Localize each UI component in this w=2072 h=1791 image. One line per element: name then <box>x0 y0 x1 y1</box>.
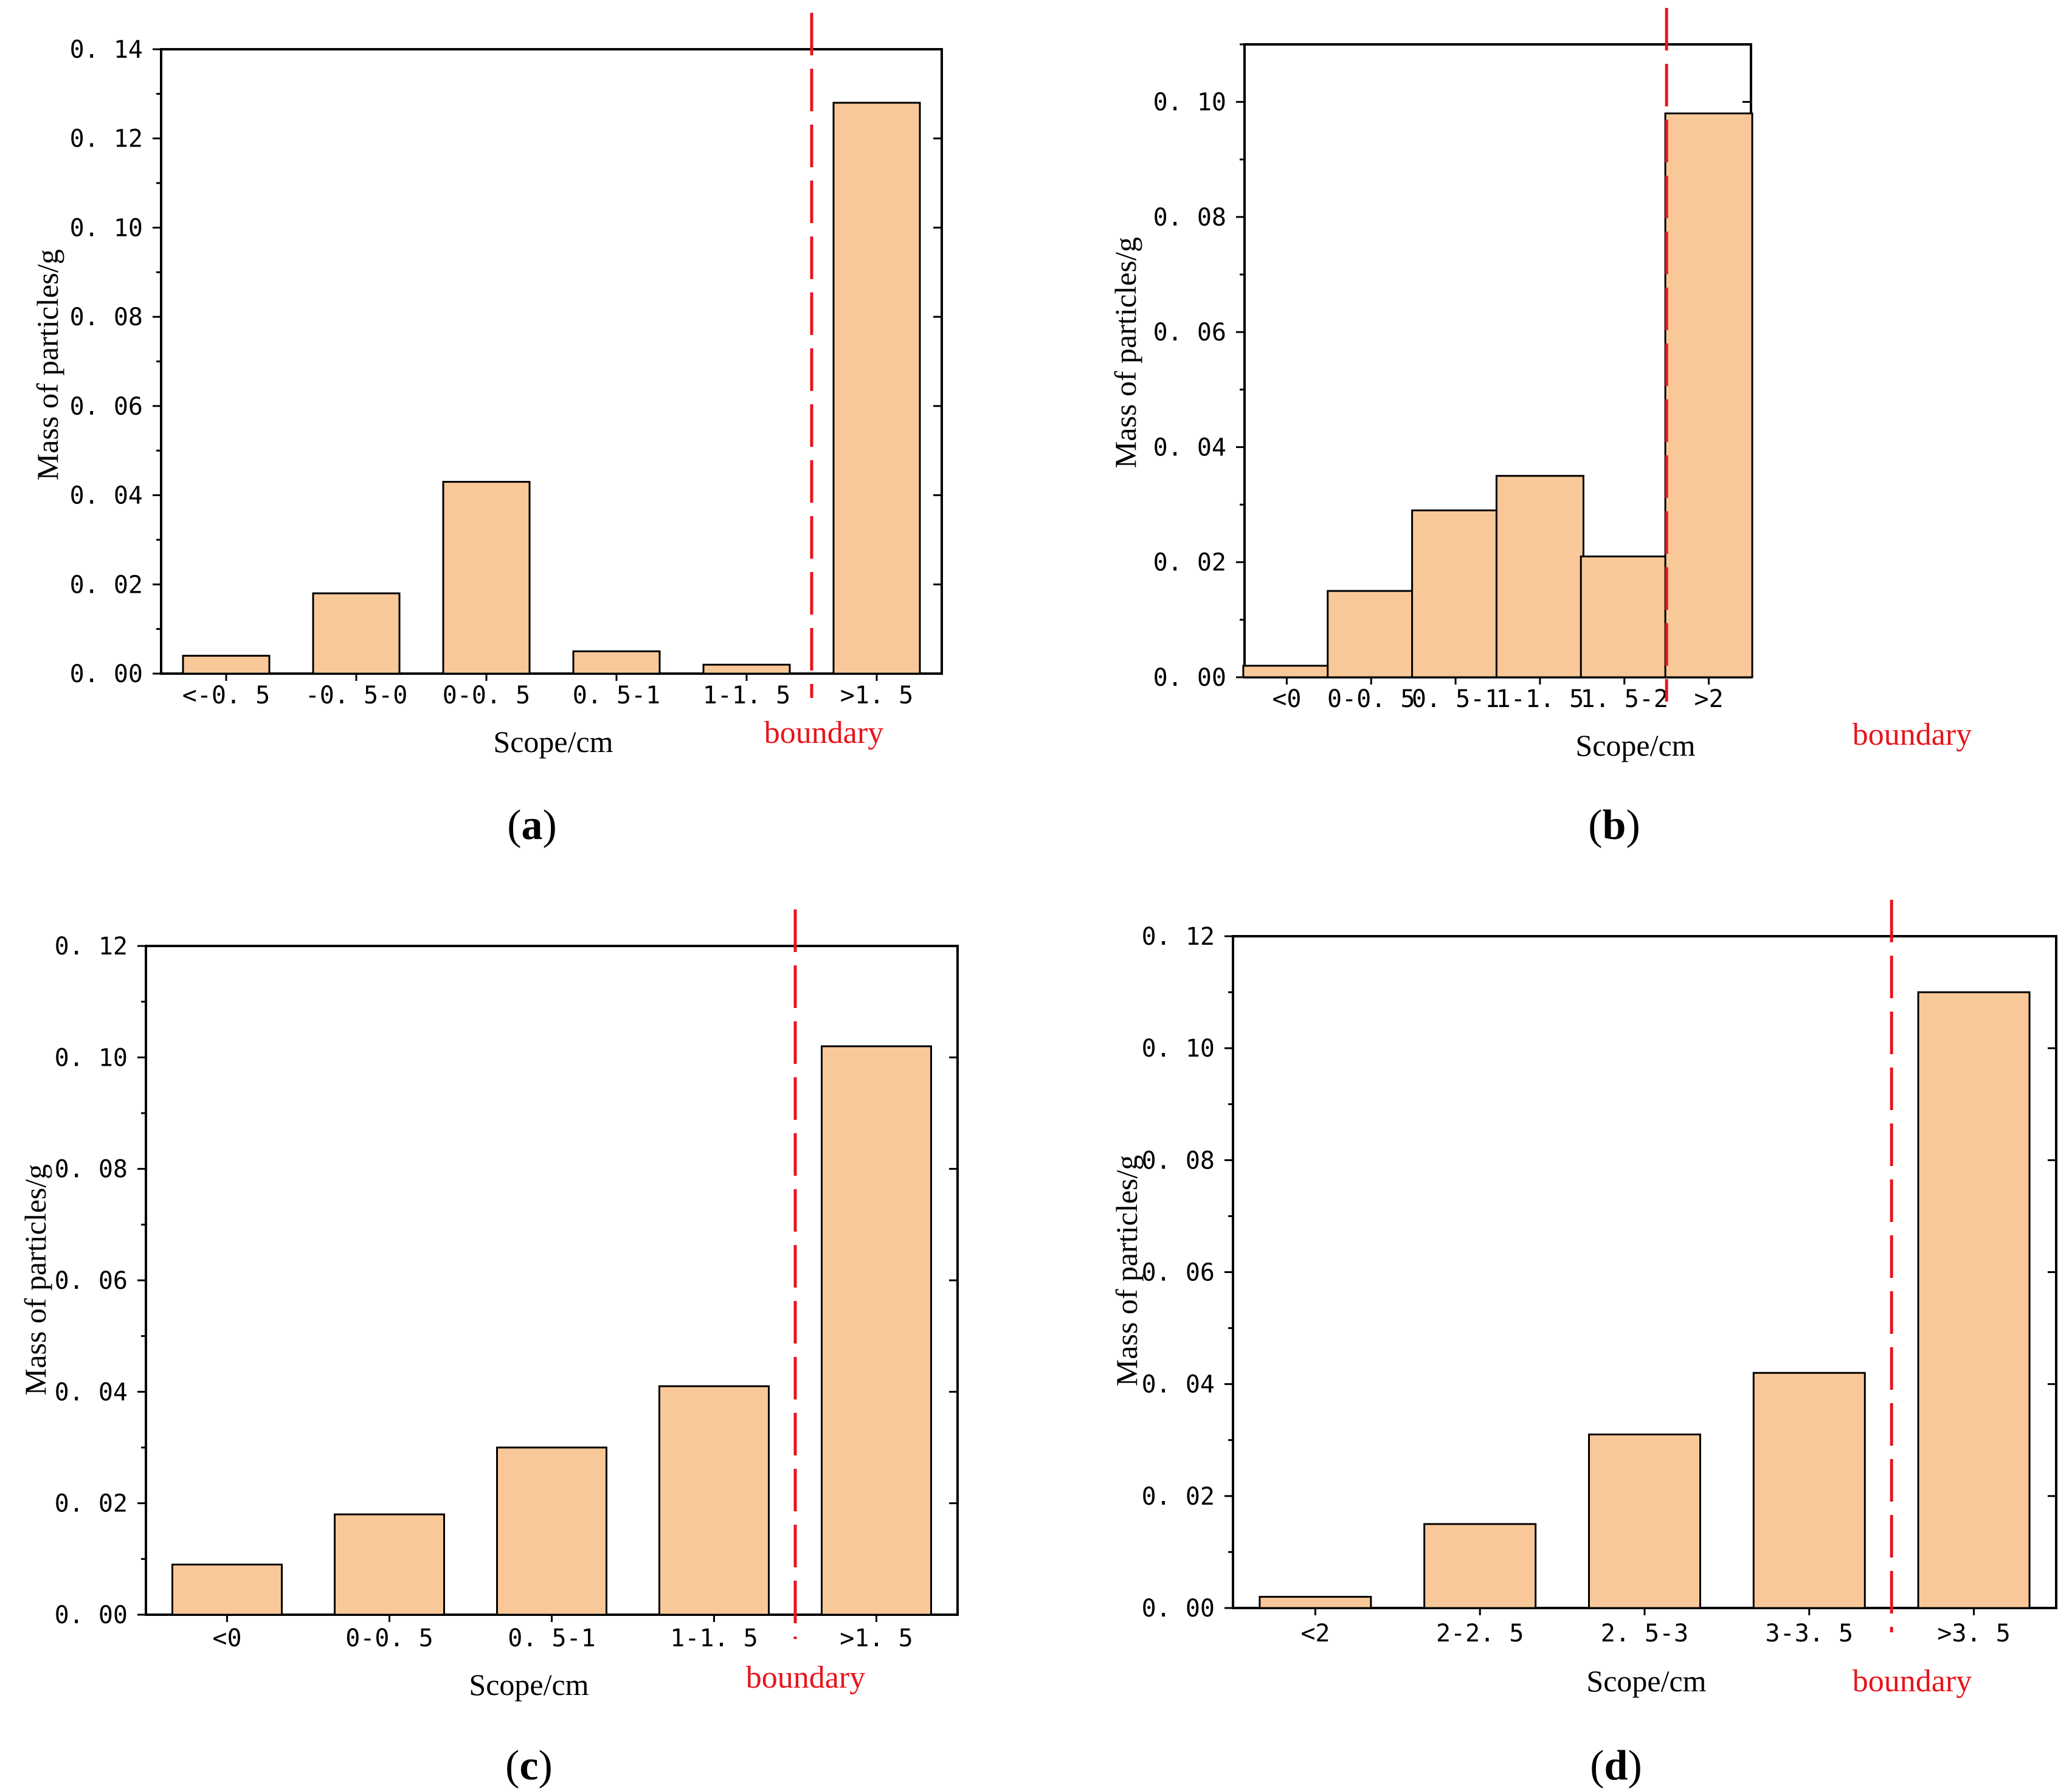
x-tick-label: >3. 5 <box>1937 1620 2010 1648</box>
bar <box>312 592 401 675</box>
panel-d: 0. 00 0. 02 0. 04 0. 06 0. 08 0. 10 0. 12 <2 2-2… <box>1110 900 2057 1789</box>
x-tick-label: 1-1. 5 <box>1496 685 1584 713</box>
y-tick-label: 0. 00 <box>70 660 143 688</box>
plot-frame <box>160 48 943 675</box>
bar <box>572 650 661 675</box>
bar <box>832 102 921 675</box>
y-tick-label: 0. 06 <box>70 393 143 421</box>
y-tick-label: 0. 12 <box>70 125 143 153</box>
y-tick-label: 0. 06 <box>55 1267 128 1295</box>
y-tick-label: 0. 00 <box>1153 664 1226 692</box>
y-tick-label: 0. 06 <box>1142 1259 1215 1287</box>
x-tick-label: 1-1. 5 <box>670 1624 758 1652</box>
x-tick-label: 2. 5-3 <box>1601 1620 1689 1648</box>
bar <box>702 663 791 675</box>
x-tick-label: 0-0. 5 <box>443 682 531 709</box>
x-tick-label: 2-2. 5 <box>1436 1620 1524 1648</box>
y-tick-label: 0. 10 <box>70 214 143 242</box>
boundary-label: boundary <box>764 716 883 750</box>
x-tick-label: 0-0. 5 <box>345 1624 433 1652</box>
y-tick-label: 0. 02 <box>1142 1483 1215 1511</box>
y-tick-label: 0. 00 <box>1142 1595 1215 1623</box>
x-axis-title: Scope/cm <box>1575 728 1695 762</box>
y-tick-label: 0. 02 <box>1153 549 1226 577</box>
x-tick-label: >1. 5 <box>840 1624 913 1652</box>
y-tick-label: 0. 08 <box>1142 1147 1215 1175</box>
panel-caption: (d) <box>1590 1742 1642 1789</box>
bar <box>182 655 271 675</box>
y-axis-title: Mass of particles/g <box>1108 237 1142 468</box>
y-tick-label: 0. 04 <box>70 482 143 510</box>
y-tick-label: 0. 08 <box>70 303 143 331</box>
x-tick-label: 0-0. 5 <box>1327 685 1415 713</box>
x-tick-label: 1. 5-2 <box>1581 685 1669 713</box>
x-axis-title: Scope/cm <box>469 1668 589 1702</box>
boundary-label: boundary <box>1853 1664 1972 1699</box>
panel-caption: (a) <box>507 802 557 849</box>
y-tick-label: 0. 10 <box>1153 89 1226 117</box>
x-axis-title: Scope/cm <box>493 725 613 759</box>
x-tick-label: 1-1. 5 <box>703 682 791 709</box>
x-tick-label: >1. 5 <box>840 682 913 709</box>
x-tick-label: >2 <box>1694 685 1723 713</box>
bar <box>1664 112 1753 678</box>
panel-b: 0. 00 0. 02 0. 04 0. 06 0. 08 0. 10 <0 0-0. 50.… <box>1108 8 1972 849</box>
y-axis-title: Mass of particles/g <box>30 249 64 480</box>
x-tick-label: 0. 5-1 <box>508 1624 596 1652</box>
y-tick-label: 0. 12 <box>1142 923 1215 951</box>
y-tick-label: 0. 04 <box>1142 1371 1215 1399</box>
boundary-label: boundary <box>1853 717 1972 752</box>
y-axis-title: Mass of particles/g <box>1110 1155 1144 1386</box>
y-tick-label: 0. 08 <box>55 1156 128 1184</box>
panel-a: 0. 00 0. 02 0. 04 0. 06 0. 08 0. 10 0. 12 0. 14… <box>30 13 943 849</box>
bar <box>1411 509 1500 678</box>
y-tick-label: 0. 04 <box>55 1378 128 1406</box>
x-tick-label: <2 <box>1300 1620 1330 1648</box>
y-tick-label: 0. 10 <box>55 1044 128 1072</box>
bar <box>442 481 531 675</box>
panel-caption-letter: d <box>1604 1742 1628 1789</box>
bar <box>496 1446 607 1616</box>
y-tick-label: 0. 06 <box>1153 319 1226 347</box>
y-tick-label: 0. 02 <box>55 1490 128 1518</box>
x-axis-title: Scope/cm <box>1586 1664 1706 1698</box>
bar <box>1917 991 2031 1609</box>
y-axis-title: Mass of particles/g <box>18 1164 52 1395</box>
bar <box>1588 1434 1701 1609</box>
bar <box>1242 664 1331 678</box>
y-tick-label: 0. 14 <box>70 36 143 64</box>
y-tick-label: 0. 04 <box>1153 433 1226 461</box>
panel-c: 0. 00 0. 02 0. 04 0. 06 0. 08 0. 10 0. 12 <0 0-0… <box>18 909 959 1789</box>
x-tick-label: 0. 5-1 <box>573 682 661 709</box>
bar <box>1259 1596 1372 1609</box>
panel-caption-letter: c <box>519 1742 538 1789</box>
panel-caption-letter: a <box>522 802 543 849</box>
x-tick-label: -0. 5-0 <box>305 682 408 709</box>
bar <box>821 1045 932 1616</box>
boundary-label: boundary <box>746 1660 865 1695</box>
x-tick-label: 0. 5-1 <box>1412 685 1500 713</box>
bar <box>658 1385 770 1616</box>
bar <box>334 1513 445 1616</box>
panel-caption-letter: b <box>1603 802 1626 849</box>
y-tick-label: 0. 00 <box>55 1601 128 1629</box>
x-tick-label: <-0. 5 <box>182 682 271 709</box>
y-tick-label: 0. 10 <box>1142 1035 1215 1063</box>
bar <box>1752 1372 1866 1609</box>
panel-caption: (c) <box>505 1742 553 1789</box>
y-tick-label: 0. 02 <box>70 571 143 599</box>
bar <box>1580 555 1669 678</box>
x-tick-label: <0 <box>1272 685 1301 713</box>
x-tick-label: 3-3. 5 <box>1766 1620 1854 1648</box>
bar <box>1495 475 1584 678</box>
y-tick-label: 0. 08 <box>1153 204 1226 232</box>
bar <box>1423 1523 1537 1609</box>
panel-caption: (b) <box>1588 802 1640 849</box>
y-tick-label: 0. 12 <box>55 933 128 961</box>
bar <box>171 1564 283 1616</box>
x-tick-label: <0 <box>212 1624 241 1652</box>
bar <box>1327 590 1416 678</box>
